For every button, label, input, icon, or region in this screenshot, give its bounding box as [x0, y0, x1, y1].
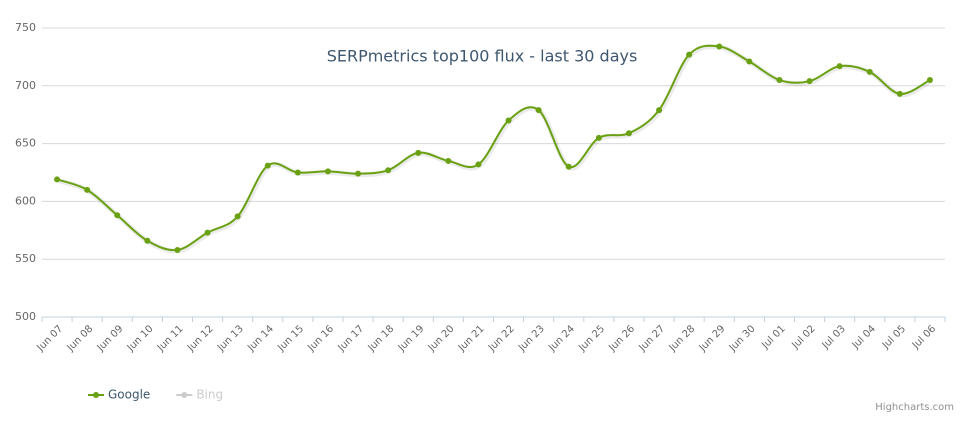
x-tick-label: Jun 20	[426, 323, 457, 354]
x-tick-label: Jun 26	[606, 323, 637, 354]
point	[806, 78, 813, 85]
x-tick-label: Jun 30	[727, 323, 758, 354]
x-tick-label: Jun 11	[155, 323, 186, 354]
x-tick-label: Jun 12	[185, 323, 216, 354]
x-tick-label: Jun 21	[456, 323, 487, 354]
x-tick-label: Jun 29	[697, 323, 728, 354]
x-tick-label: Jul 02	[790, 323, 818, 351]
x-tick-label: Jul 04	[850, 323, 878, 351]
line-shadow	[57, 44, 933, 254]
x-tick-label: Jul 01	[759, 323, 787, 351]
legend-symbol	[181, 392, 188, 398]
point	[656, 107, 663, 114]
point	[355, 170, 362, 177]
legend-label: Google	[108, 388, 150, 402]
point	[866, 68, 873, 75]
point	[114, 212, 121, 219]
x-tick-label: Jun 28	[667, 323, 698, 354]
chart-title: SERPmetrics top100 flux - last 30 days	[327, 47, 638, 66]
x-tick-label: Jul 03	[820, 323, 848, 351]
x-tick-label: Jun 10	[125, 323, 156, 354]
point	[625, 130, 632, 137]
x-tick-label: Jun 25	[576, 323, 607, 354]
point	[686, 51, 693, 58]
point	[385, 167, 392, 174]
y-tick-label: 750	[15, 21, 36, 34]
x-tick-label: Jun 14	[245, 323, 276, 354]
point	[264, 162, 271, 169]
x-tick-label: Jun 24	[546, 323, 577, 354]
x-tick-label: Jun 23	[516, 323, 547, 354]
legend-label: Bing	[196, 388, 223, 402]
y-tick-label: 650	[15, 137, 36, 150]
x-tick-label: Jun 09	[95, 323, 126, 354]
y-tick-label: 500	[15, 310, 36, 323]
x-tick-label: Jun 22	[486, 323, 517, 354]
x-tick-label: Jun 07	[35, 323, 66, 354]
point	[776, 77, 783, 84]
x-tick-label: Jun 08	[65, 323, 96, 354]
point	[204, 229, 211, 236]
x-tick-label: Jul 05	[880, 323, 908, 351]
x-tick-label: Jun 27	[637, 323, 668, 354]
point	[54, 176, 61, 183]
y-tick-label: 550	[15, 252, 36, 265]
point	[475, 161, 482, 168]
x-tick-label: Jun 17	[336, 323, 367, 354]
x-tick-label: Jun 15	[275, 323, 306, 354]
x-tick-label: Jun 18	[366, 323, 397, 354]
point	[746, 58, 753, 65]
point	[294, 169, 301, 176]
point	[234, 213, 241, 220]
point	[84, 186, 91, 193]
point	[716, 43, 723, 50]
point	[144, 237, 151, 244]
y-tick-label: 700	[15, 79, 36, 92]
point	[324, 168, 331, 175]
y-tick-label: 600	[15, 194, 36, 207]
point	[926, 77, 933, 84]
legend-item[interactable]: Google	[88, 388, 150, 402]
point	[836, 63, 843, 70]
point	[565, 163, 572, 170]
point	[415, 149, 422, 156]
point	[896, 90, 903, 97]
x-tick-label: Jul 06	[910, 323, 938, 351]
x-tick-label: Jun 13	[215, 323, 246, 354]
point	[505, 117, 512, 124]
point	[174, 246, 181, 253]
point	[595, 134, 602, 141]
legend-item[interactable]: Bing	[176, 388, 223, 402]
x-tick-label: Jun 19	[396, 323, 427, 354]
point	[445, 157, 452, 164]
x-tick-label: Jun 16	[305, 323, 336, 354]
credits[interactable]: Highcharts.com	[875, 402, 954, 413]
point	[535, 107, 542, 114]
legend-symbol	[93, 392, 99, 398]
